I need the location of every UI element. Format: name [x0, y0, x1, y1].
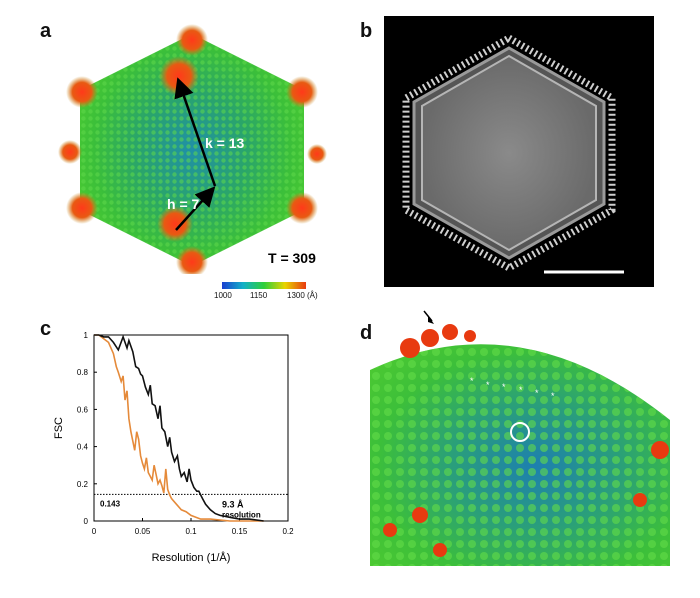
threshold-label: 0.143: [100, 499, 121, 508]
y-axis-label: FSC: [53, 417, 65, 439]
highlight-circle: [510, 422, 530, 442]
colorbar: [222, 282, 306, 289]
fsc-series-line: [94, 334, 264, 522]
x-axis-label: Resolution (1/Å): [152, 551, 231, 564]
panel-b-letter: b: [360, 20, 373, 42]
svg-text:*: *: [535, 388, 539, 398]
y-tick-label: 1: [84, 331, 89, 340]
panel-c-letter: c: [40, 318, 52, 340]
y-tick-label: 0: [84, 517, 89, 526]
h-label: h = 7: [167, 196, 200, 212]
capsid-surface-render: [58, 24, 327, 274]
fsc-series-line: [94, 334, 264, 522]
y-tick-label: 0.8: [77, 368, 89, 377]
x-tick-label: 0.1: [185, 527, 197, 536]
colorbar-tick-1150: 1150: [250, 291, 268, 300]
panel-a-letter: a: [40, 20, 52, 42]
k-label: k = 13: [205, 135, 245, 151]
svg-text:*: *: [551, 391, 555, 401]
capsid-closeup-render: * * * * * *: [370, 310, 670, 566]
x-tick-label: 0: [92, 527, 97, 536]
svg-text:*: *: [502, 382, 506, 392]
y-tick-label: 0.6: [77, 405, 89, 414]
resolution-annotation-line2: resolution: [222, 510, 261, 519]
plot-frame: [93, 334, 289, 522]
colorbar-tick-1300: 1300 (Å): [287, 291, 318, 300]
x-tick-label: 0.2: [282, 527, 294, 536]
x-tick-label: 0.05: [135, 527, 151, 536]
arrow-icon: [428, 315, 434, 324]
triangulation-label: T = 309: [268, 250, 316, 266]
svg-text:*: *: [470, 376, 474, 386]
resolution-annotation-line1: 9.3 Å: [222, 499, 244, 509]
colorbar-tick-1000: 1000: [214, 291, 232, 300]
svg-text:*: *: [519, 385, 523, 395]
panel-d-letter: d: [360, 322, 373, 344]
svg-text:*: *: [486, 380, 490, 390]
x-tick-label: 0.15: [232, 527, 248, 536]
fsc-chart: 0 0.2 0.4 0.6 0.8 1 0 0.05 0.1 0.15 0.2 Resolution …: [53, 331, 294, 564]
y-tick-label: 0.2: [77, 480, 89, 489]
y-tick-label: 0.4: [77, 443, 89, 452]
cryo-em-slice: [384, 16, 654, 287]
